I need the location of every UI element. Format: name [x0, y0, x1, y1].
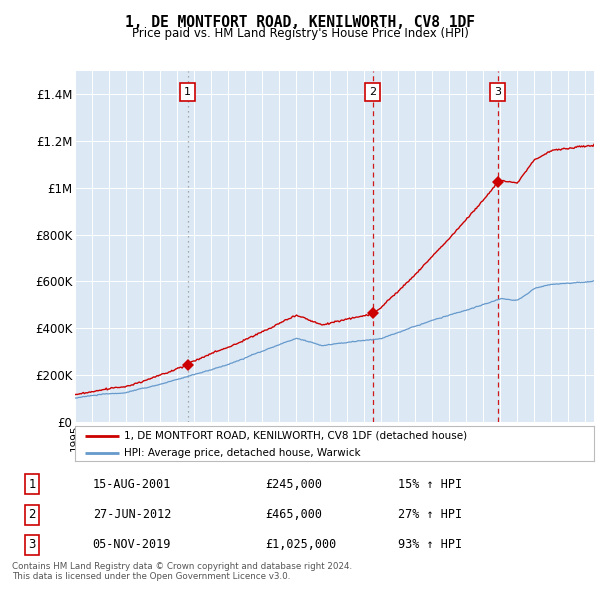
Text: 3: 3: [28, 538, 36, 551]
Text: Contains HM Land Registry data © Crown copyright and database right 2024.: Contains HM Land Registry data © Crown c…: [12, 562, 352, 571]
Text: 15-AUG-2001: 15-AUG-2001: [92, 478, 171, 491]
Text: This data is licensed under the Open Government Licence v3.0.: This data is licensed under the Open Gov…: [12, 572, 290, 581]
Text: £245,000: £245,000: [265, 478, 322, 491]
Text: £1,025,000: £1,025,000: [265, 538, 337, 551]
Text: 1: 1: [28, 478, 36, 491]
Text: 05-NOV-2019: 05-NOV-2019: [92, 538, 171, 551]
Text: 93% ↑ HPI: 93% ↑ HPI: [398, 538, 462, 551]
Text: 27-JUN-2012: 27-JUN-2012: [92, 508, 171, 521]
Text: 2: 2: [369, 87, 376, 97]
Text: 1: 1: [184, 87, 191, 97]
Text: Price paid vs. HM Land Registry's House Price Index (HPI): Price paid vs. HM Land Registry's House …: [131, 27, 469, 40]
Text: 27% ↑ HPI: 27% ↑ HPI: [398, 508, 462, 521]
Text: HPI: Average price, detached house, Warwick: HPI: Average price, detached house, Warw…: [124, 448, 361, 457]
Text: 1, DE MONTFORT ROAD, KENILWORTH, CV8 1DF (detached house): 1, DE MONTFORT ROAD, KENILWORTH, CV8 1DF…: [124, 431, 467, 441]
Text: £465,000: £465,000: [265, 508, 322, 521]
Text: 2: 2: [28, 508, 36, 521]
Text: 1, DE MONTFORT ROAD, KENILWORTH, CV8 1DF: 1, DE MONTFORT ROAD, KENILWORTH, CV8 1DF: [125, 15, 475, 30]
Text: 3: 3: [494, 87, 501, 97]
Text: 15% ↑ HPI: 15% ↑ HPI: [398, 478, 462, 491]
